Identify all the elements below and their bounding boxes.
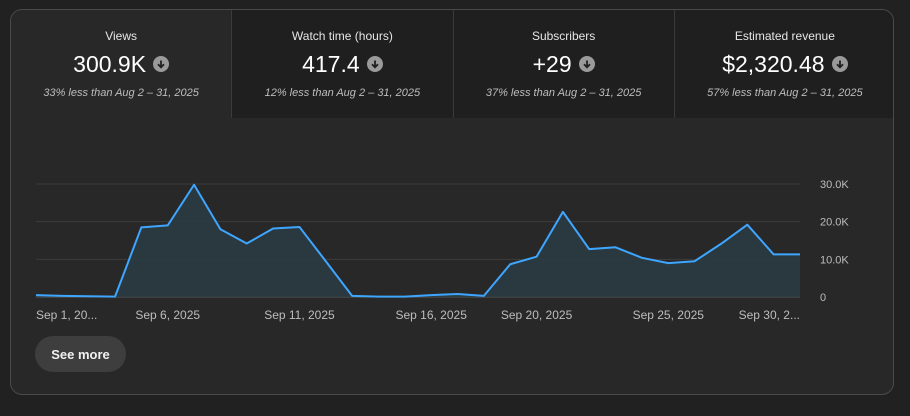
data-point: [167, 224, 169, 226]
data-point: [219, 228, 221, 230]
data-point: [404, 295, 406, 297]
data-point: [61, 295, 63, 297]
x-tick-label: Sep 25, 2025: [633, 308, 705, 322]
metric-comparison: 37% less than Aug 2 – 31, 2025: [485, 87, 642, 99]
data-point: [87, 295, 89, 297]
data-point: [193, 184, 195, 186]
metric-value: 417.4: [302, 51, 360, 77]
metric-value: +29: [532, 51, 572, 77]
metric-tab-subscribers[interactable]: Subscribers +29 37% less than Aug 2 – 31…: [453, 10, 675, 118]
arrow-down-circle-icon: [578, 56, 595, 72]
data-point: [746, 223, 748, 225]
data-point: [535, 255, 537, 257]
x-tick-label: Sep 16, 2025: [395, 308, 467, 322]
y-tick-label: 0: [820, 292, 826, 304]
metric-comparison: 57% less than Aug 2 – 31, 2025: [707, 87, 863, 99]
data-point: [456, 293, 458, 295]
views-line-chart: 0 10.0K 20.0K 30.0K Sep 1, 20... Sep 6, 2025 S…: [35, 179, 849, 322]
x-tick-label: Sep 30, 2...: [739, 308, 800, 322]
data-point: [272, 227, 274, 229]
metric-tab-watch-time[interactable]: Watch time (hours) 417.4 12% less than A…: [232, 10, 454, 118]
data-point: [720, 243, 722, 245]
metric-label: Views: [105, 29, 138, 43]
metric-value: 300.9K: [73, 51, 147, 77]
data-point: [140, 226, 142, 228]
metric-tab-estimated-revenue[interactable]: Estimated revenue $2,320.48 57% less tha…: [674, 10, 893, 118]
data-point: [641, 257, 643, 259]
metric-label: Watch time (hours): [291, 29, 393, 43]
x-tick-label: Sep 11, 2025: [264, 308, 335, 322]
x-tick-label: Sep 1, 20...: [36, 308, 97, 322]
data-point: [246, 242, 248, 244]
metric-tab-views[interactable]: Views 300.9K 33% less than Aug 2 – 31, 2…: [11, 10, 233, 118]
data-point: [667, 262, 669, 264]
data-point: [772, 253, 774, 255]
analytics-card: Views 300.9K 33% less than Aug 2 – 31, 2…: [10, 9, 894, 395]
data-point: [614, 246, 616, 248]
arrow-down-circle-icon: [366, 56, 383, 72]
data-point: [298, 226, 300, 228]
data-point: [377, 295, 379, 297]
metric-label: Subscribers: [531, 29, 596, 43]
data-point: [35, 294, 37, 296]
y-tick-label: 30.0K: [820, 179, 849, 191]
data-point: [325, 260, 327, 262]
data-point: [430, 294, 432, 296]
data-point: [114, 295, 116, 297]
data-point: [483, 295, 485, 297]
metric-value: $2,320.48: [722, 51, 825, 77]
area-fill: [36, 184, 800, 297]
data-point: [799, 253, 801, 255]
see-more-button[interactable]: See more: [35, 336, 126, 372]
data-point: [693, 260, 695, 262]
metric-comparison: 12% less than Aug 2 – 31, 2025: [264, 87, 421, 99]
series-line: [35, 183, 800, 298]
arrow-down-circle-icon: [153, 56, 170, 72]
data-point: [351, 295, 353, 297]
y-tick-label: 10.0K: [820, 254, 849, 266]
metric-comparison: 33% less than Aug 2 – 31, 2025: [43, 87, 199, 99]
arrow-down-circle-icon: [831, 56, 848, 72]
metric-label: Estimated revenue: [734, 29, 835, 43]
x-tick-label: Sep 6, 2025: [135, 308, 200, 322]
metric-tabs: Views 300.9K 33% less than Aug 2 – 31, 2…: [11, 10, 893, 118]
y-tick-label: 20.0K: [820, 217, 849, 229]
data-point: [509, 263, 511, 265]
data-point: [562, 211, 564, 213]
data-point: [588, 248, 590, 250]
x-tick-label: Sep 20, 2025: [501, 308, 573, 322]
